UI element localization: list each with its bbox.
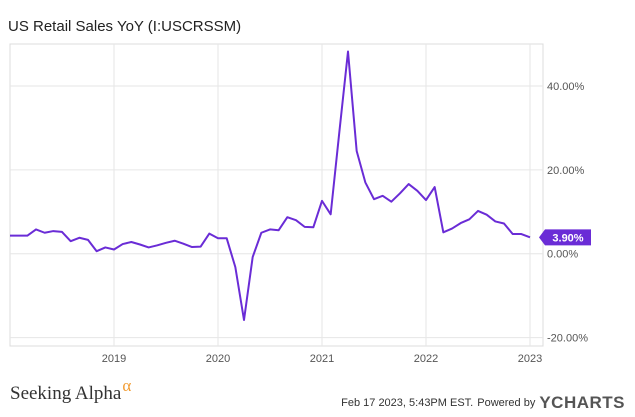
x-tick-label: 2019 — [102, 353, 126, 365]
last-value-badge: 3.90% — [539, 229, 591, 246]
last-value-label: 3.90% — [552, 232, 583, 244]
x-tick-label: 2021 — [310, 353, 334, 365]
y-tick-label: 20.00% — [547, 165, 585, 177]
series-line — [10, 50, 531, 321]
timestamp: Feb 17 2023, 5:43PM EST. — [341, 397, 474, 409]
grid — [9, 43, 544, 347]
y-tick-label: 0.00% — [547, 249, 578, 261]
x-axis-labels: 2019 2020 2021 2022 2023 — [102, 353, 542, 365]
seeking-alpha-logo[interactable]: Seeking Alphaα — [10, 376, 131, 405]
seeking-alpha-text: Seeking Alpha — [10, 383, 122, 404]
y-axis-labels: 40.00% 20.00% 0.00% -20.00% — [547, 81, 588, 345]
ycharts-logo[interactable]: YCHARTS — [539, 393, 625, 413]
x-tick-label: 2022 — [414, 353, 438, 365]
ycharts-logo-text: YCHARTS — [539, 393, 625, 412]
alpha-icon: α — [122, 376, 132, 395]
y-tick-label: -20.00% — [547, 333, 588, 345]
plot-frame — [9, 43, 544, 347]
last-value-badge-bg — [539, 229, 591, 246]
y-tick-label: 40.00% — [547, 81, 585, 93]
footer-info: Feb 17 2023, 5:43PM EST. Powered by YCHA… — [341, 393, 625, 413]
x-tick-label: 2020 — [206, 353, 230, 365]
powered-by-label: Powered by — [477, 397, 536, 409]
series-layer — [9, 50, 531, 321]
chart-title: US Retail Sales YoY (I:USCRSSM) — [8, 18, 242, 35]
x-tick-label: 2023 — [518, 353, 542, 365]
